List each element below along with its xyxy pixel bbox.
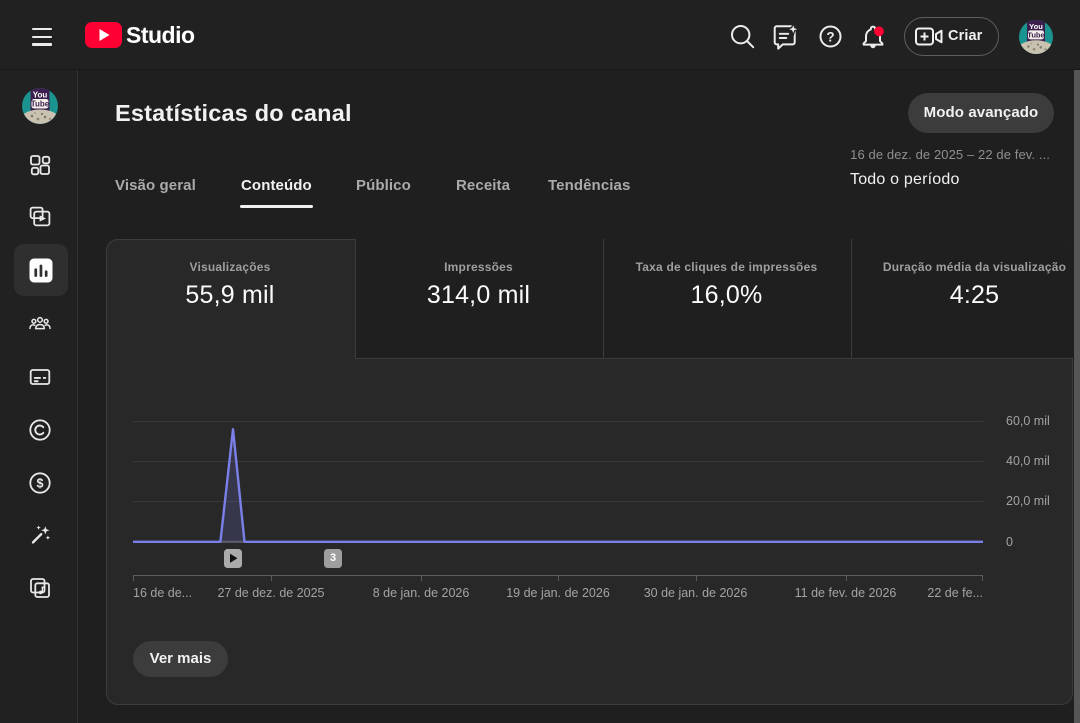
svg-text:?: ? bbox=[826, 29, 834, 44]
svg-text:Tube: Tube bbox=[31, 100, 50, 109]
svg-text:You: You bbox=[1029, 22, 1043, 31]
svg-text:You: You bbox=[33, 91, 48, 100]
svg-text:$: $ bbox=[37, 476, 44, 490]
svg-text:Tube: Tube bbox=[1027, 30, 1044, 39]
